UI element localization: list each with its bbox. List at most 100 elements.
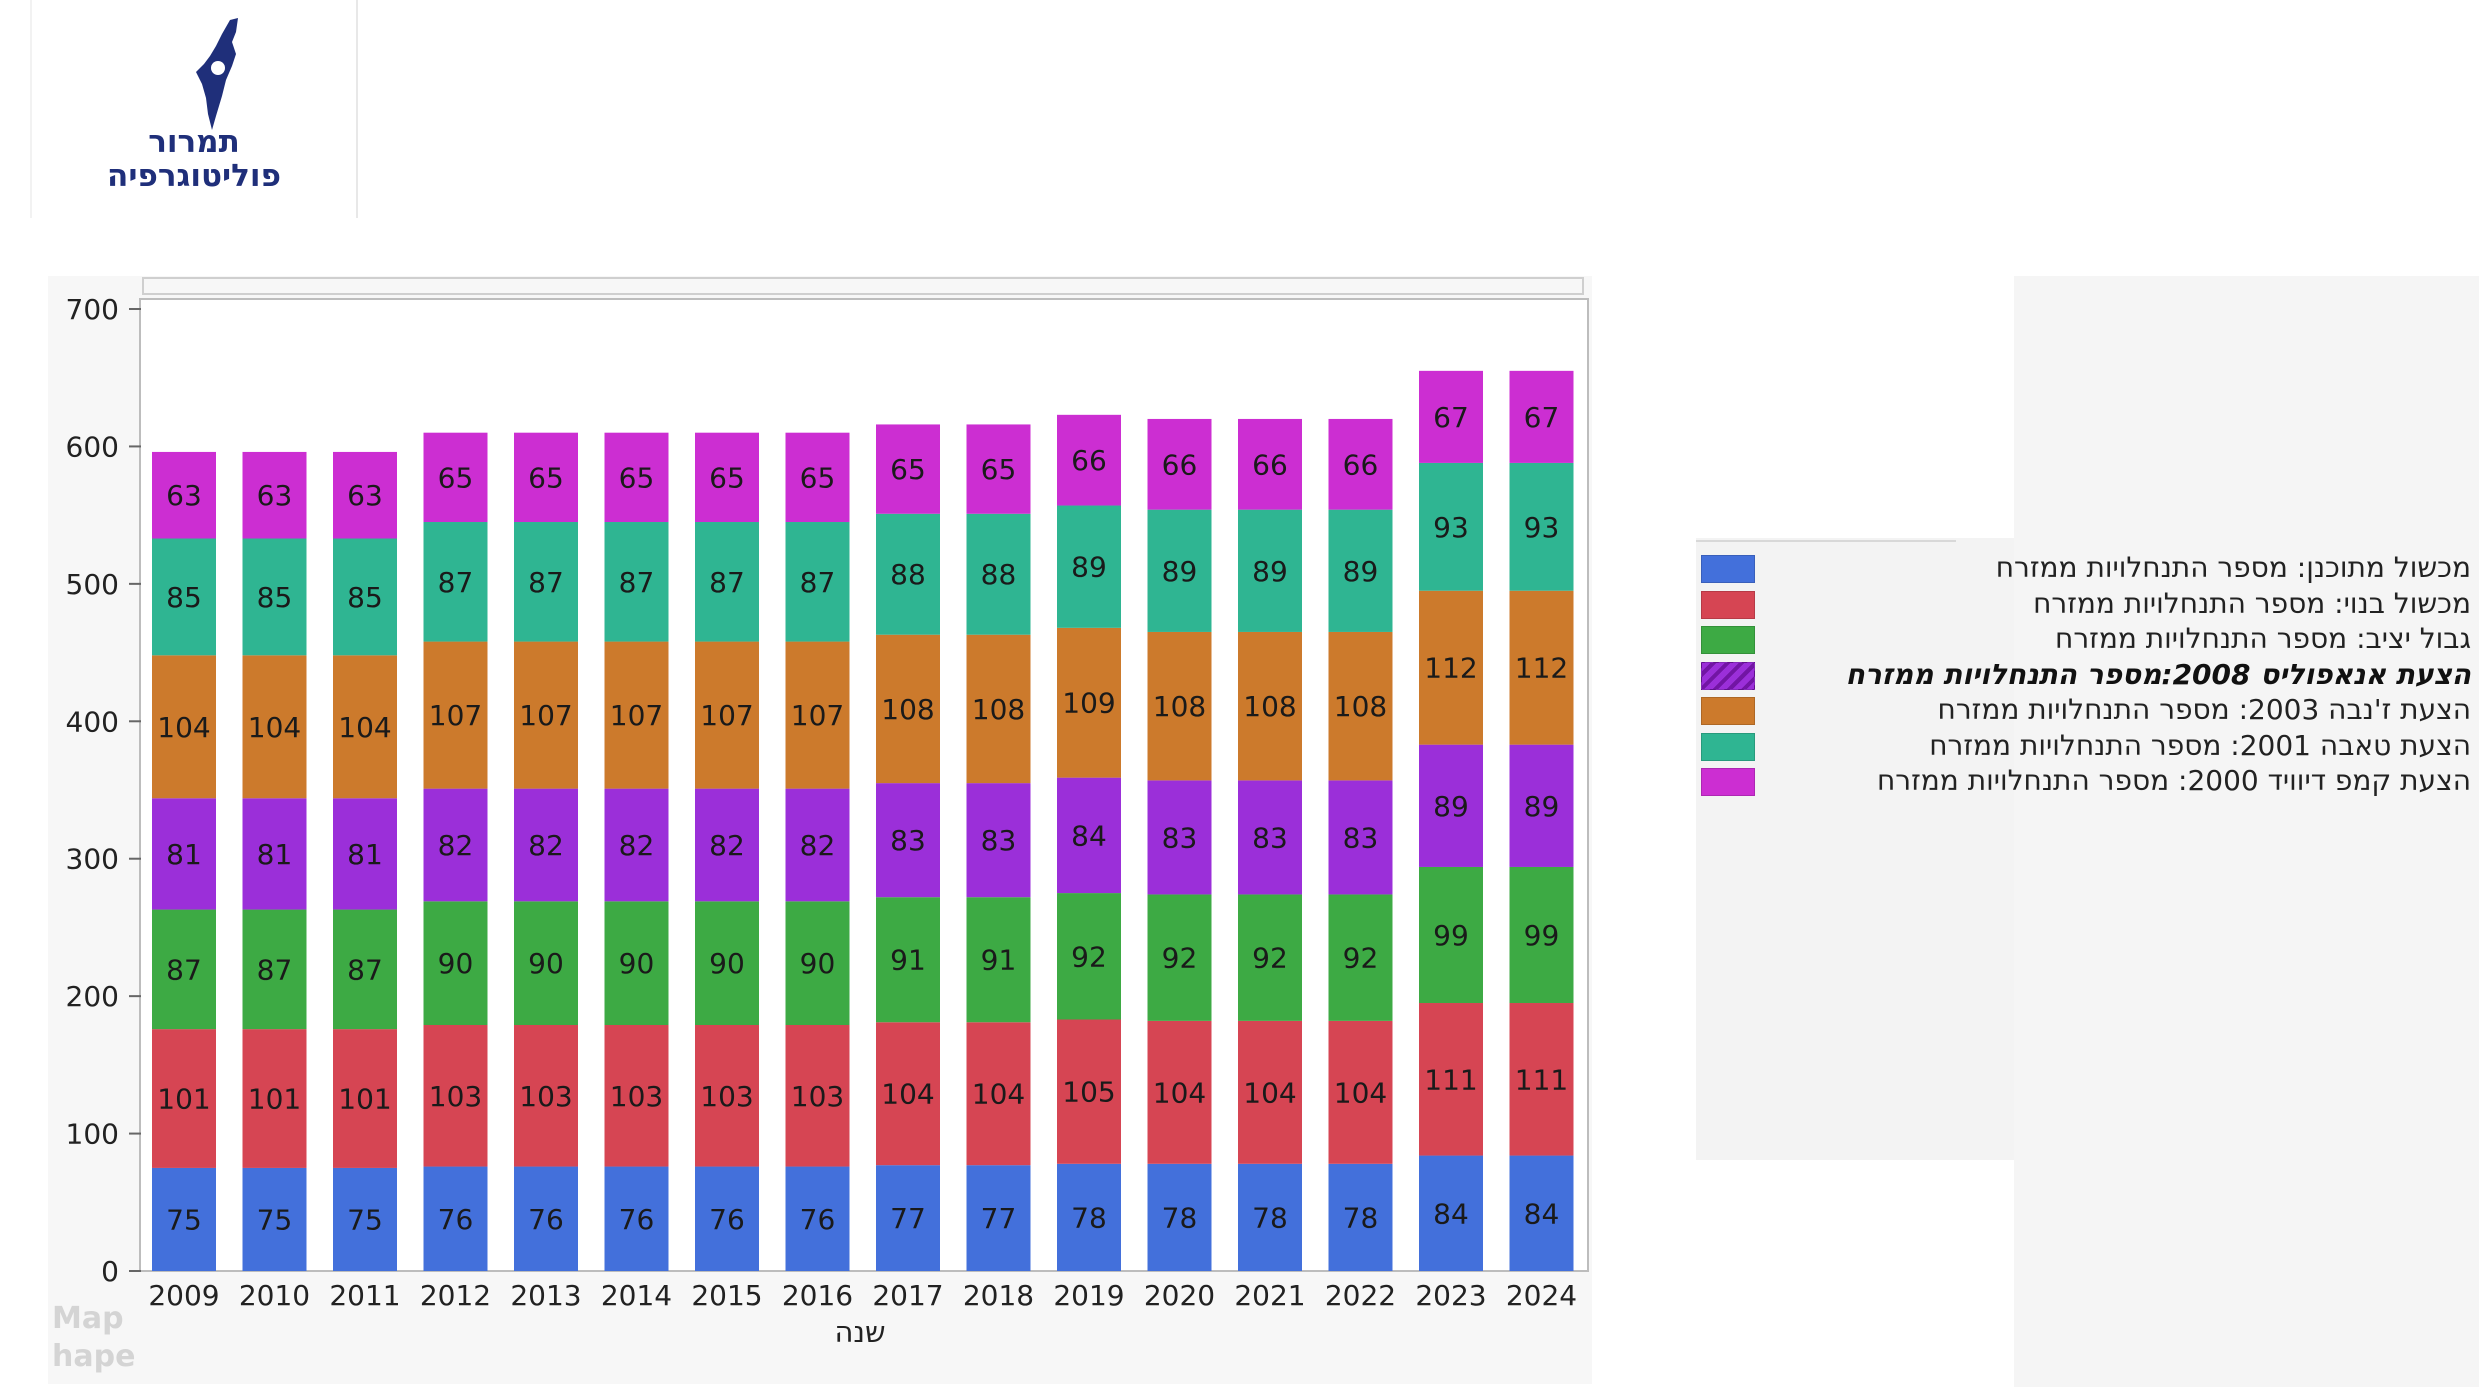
bar-segment [1509, 590, 1574, 745]
legend-panel-right [2014, 276, 2479, 1387]
bar-segment [333, 451, 397, 539]
bar-value-label: 108 [1153, 690, 1206, 723]
bar-segment [1057, 627, 1121, 778]
bar-segment [695, 641, 759, 789]
bar-segment [1509, 744, 1574, 867]
bar-segment [1419, 370, 1483, 463]
bar-segment [1147, 1163, 1212, 1271]
bar-segment [514, 901, 578, 1026]
bar-segment [966, 897, 1031, 1023]
bar-value-label: 82 [438, 829, 474, 862]
bar-value-label: 104 [338, 711, 391, 744]
bar-value-label: 65 [438, 461, 474, 494]
bar-segment [876, 513, 940, 635]
bar-value-label: 83 [1343, 821, 1379, 854]
bar-value-label: 108 [1334, 690, 1387, 723]
bar-segment [514, 1166, 578, 1271]
bar-segment [876, 1165, 940, 1271]
y-tick-label: 400 [66, 705, 119, 738]
bar-value-label: 63 [347, 479, 383, 512]
legend-item[interactable]: הצעת ז'נבה 2003: מספר התנחלויות ממזרח [1696, 692, 2479, 728]
bar-value-label: 84 [1433, 1197, 1469, 1230]
legend-item[interactable]: הצעת טאבה 2001: מספר התנחלויות ממזרח [1696, 728, 2479, 764]
bar-value-label: 66 [1071, 444, 1107, 477]
bar-value-label: 77 [981, 1202, 1017, 1235]
legend-item[interactable]: גבול יציב: מספר התנחלויות ממזרח [1696, 621, 2479, 657]
bar-value-label: 77 [890, 1202, 926, 1235]
bar-segment [966, 1022, 1031, 1166]
bar-segment [785, 432, 850, 523]
bar-segment [876, 1022, 940, 1166]
bar-segment [1057, 505, 1121, 628]
bar-segment [1147, 631, 1212, 781]
bar-segment [514, 788, 578, 902]
bar-value-label: 76 [619, 1203, 655, 1236]
bar-value-label: 107 [700, 699, 753, 732]
x-tick-label: 2017 [872, 1279, 943, 1312]
x-tick-label: 2022 [1325, 1279, 1396, 1312]
bar-value-label: 84 [1524, 1197, 1560, 1230]
bar-value-label: 66 [1252, 448, 1288, 481]
bar-segment [1419, 590, 1483, 745]
bar-segment [1057, 777, 1121, 894]
bar-value-label: 93 [1433, 511, 1469, 544]
bar-segment [1509, 370, 1574, 463]
bar-value-label: 90 [709, 947, 745, 980]
legend-item[interactable]: מכשול בנוי: מספר התנחלויות ממזרח [1696, 586, 2479, 622]
bar-value-label: 107 [429, 699, 482, 732]
legend-item[interactable]: מכשול מתוכנן: מספר התנחלויות ממזרח [1696, 550, 2479, 586]
bar-segment [604, 788, 669, 902]
bar-segment [1328, 418, 1393, 510]
bar-segment [785, 522, 850, 642]
bar-segment [695, 1166, 759, 1271]
bar-value-label: 111 [1515, 1063, 1568, 1096]
y-tick-label: 600 [66, 430, 119, 463]
bar-segment [1419, 462, 1483, 591]
bar-value-label: 89 [1433, 790, 1469, 823]
bar-value-label: 85 [166, 581, 202, 614]
bar-value-label: 78 [1343, 1201, 1379, 1234]
x-tick-label: 2021 [1234, 1279, 1305, 1312]
bar-segment [152, 1029, 216, 1168]
bar-segment [333, 1167, 397, 1271]
bar-segment [1238, 1020, 1302, 1164]
x-tick-label: 2012 [420, 1279, 491, 1312]
bar-segment [1328, 1163, 1393, 1271]
bar-segment [876, 424, 940, 514]
bar-segment [423, 641, 488, 789]
bar-value-label: 89 [1071, 551, 1107, 584]
bar-segment [1328, 894, 1393, 1021]
legend-item[interactable]: הצעת קמפ דיוויד 2000: מספר התנחלויות ממז… [1696, 763, 2479, 799]
bar-value-label: 92 [1071, 940, 1107, 973]
bar-value-label: 99 [1524, 919, 1560, 952]
bar-segment [604, 522, 669, 642]
bar-value-label: 82 [709, 829, 745, 862]
legend-swatch [1701, 590, 1755, 619]
bar-value-label: 84 [1071, 819, 1107, 852]
bar-segment [152, 798, 216, 910]
bar-value-label: 88 [981, 558, 1017, 591]
bar-value-label: 83 [981, 824, 1017, 857]
logo: תמרור פוליטוגרפיה [30, 0, 358, 218]
bar-value-label: 87 [257, 953, 293, 986]
bar-value-label: 104 [1334, 1076, 1387, 1109]
x-tick-label: 2009 [148, 1279, 219, 1312]
bar-segment [785, 1166, 850, 1271]
bar-value-label: 75 [347, 1203, 383, 1236]
bar-value-label: 66 [1162, 448, 1198, 481]
bar-value-label: 87 [528, 566, 564, 599]
bar-value-label: 83 [1162, 821, 1198, 854]
y-tick-label: 300 [66, 843, 119, 876]
bar-segment [242, 798, 307, 910]
bar-value-label: 103 [610, 1080, 663, 1113]
bar-segment [604, 641, 669, 789]
bar-segment [1238, 418, 1302, 510]
bar-segment [1238, 780, 1302, 895]
legend-swatch [1701, 626, 1755, 654]
bar-value-label: 87 [619, 566, 655, 599]
bar-segment [333, 798, 397, 910]
bar-value-label: 103 [791, 1080, 844, 1113]
bar-segment [514, 641, 578, 789]
bar-segment [1419, 866, 1483, 1004]
legend-item[interactable]: הצעת אנאפוליס 2008:מספר התנחלויות ממזרח [1696, 657, 2479, 693]
